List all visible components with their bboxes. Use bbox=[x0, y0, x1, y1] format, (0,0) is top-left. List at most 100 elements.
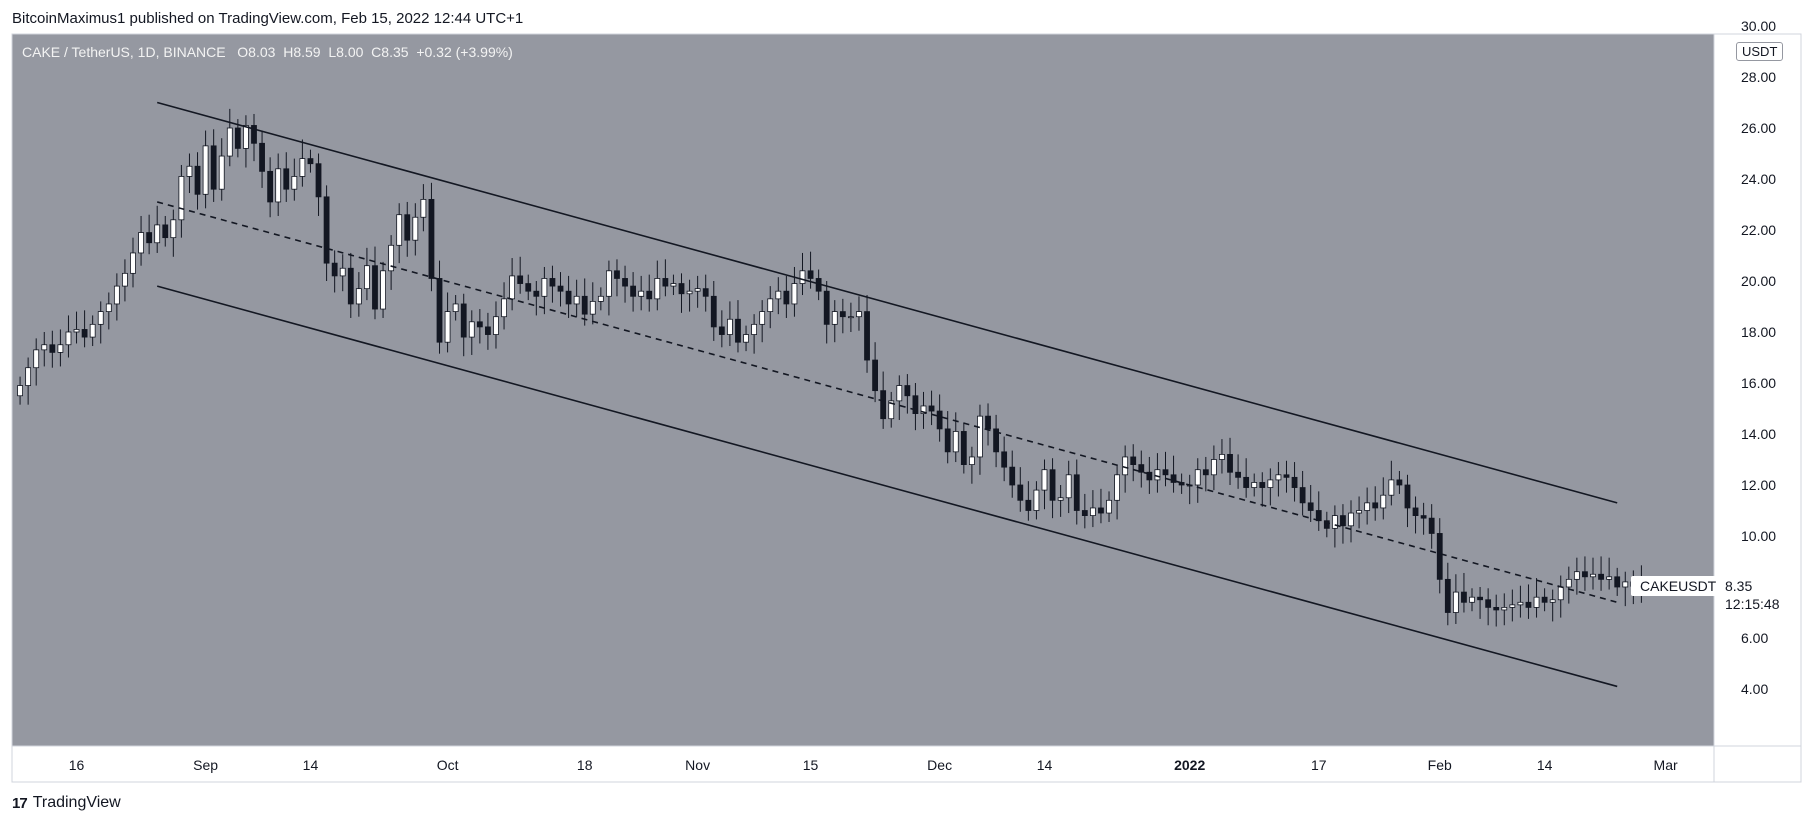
candle-down bbox=[1098, 507, 1104, 514]
candle-up bbox=[896, 385, 903, 402]
candle-down bbox=[347, 267, 354, 305]
candle bbox=[1114, 464, 1120, 520]
candle-up bbox=[1364, 502, 1371, 511]
candle-down bbox=[960, 431, 967, 466]
candle-down bbox=[1025, 499, 1032, 511]
candle-down bbox=[1428, 517, 1435, 534]
candle bbox=[1202, 456, 1209, 492]
candle bbox=[839, 298, 846, 334]
candle bbox=[1428, 504, 1435, 549]
candle bbox=[735, 300, 741, 353]
time-tick-label: 14 bbox=[303, 757, 319, 773]
candle bbox=[557, 272, 564, 307]
candle bbox=[630, 272, 637, 312]
candle-up bbox=[888, 400, 895, 420]
candle-up bbox=[654, 278, 661, 300]
candle bbox=[468, 310, 475, 355]
candle-down bbox=[622, 278, 628, 287]
candle-up bbox=[1590, 573, 1596, 578]
candle-up bbox=[468, 321, 475, 338]
candle bbox=[775, 277, 782, 315]
publisher-attribution: BitcoinMaximus1 published on TradingView… bbox=[12, 10, 524, 27]
candle bbox=[1436, 518, 1443, 594]
candle bbox=[1033, 481, 1040, 520]
candle-down bbox=[259, 142, 265, 172]
candle bbox=[404, 201, 411, 257]
candle bbox=[517, 256, 524, 294]
tradingview-footer[interactable]: 17 TradingView bbox=[12, 794, 121, 812]
candle-up bbox=[1388, 479, 1395, 496]
candle-up bbox=[97, 311, 104, 325]
candle-up bbox=[751, 323, 758, 335]
candle-up bbox=[1331, 515, 1338, 529]
candle bbox=[597, 287, 604, 311]
candle-up bbox=[509, 275, 516, 300]
candle bbox=[1227, 437, 1233, 485]
time-axis[interactable] bbox=[12, 746, 1801, 782]
candle-up bbox=[218, 155, 225, 190]
candle-down bbox=[49, 344, 56, 353]
candle bbox=[460, 293, 467, 357]
price-chart[interactable]: 4.00 6.00 10.00 12.00 14.00 16.00 18.00 20.00 22… bbox=[0, 0, 1813, 790]
candle bbox=[259, 130, 265, 188]
channel-upper-line[interactable] bbox=[156, 101, 1618, 504]
plot-area[interactable] bbox=[12, 34, 1714, 746]
candle bbox=[162, 215, 169, 247]
candle-up bbox=[977, 415, 983, 458]
candle-up bbox=[122, 272, 128, 287]
candle-down bbox=[315, 163, 322, 198]
candle bbox=[1541, 588, 1548, 612]
candle bbox=[1081, 493, 1088, 529]
candle-down bbox=[823, 290, 830, 325]
close-label: C bbox=[371, 44, 382, 60]
candle-down bbox=[1017, 484, 1024, 501]
time-tick-label: 14 bbox=[1537, 757, 1553, 773]
price-axis[interactable] bbox=[1714, 34, 1801, 746]
candle-up bbox=[1573, 571, 1580, 580]
candle-down bbox=[194, 165, 201, 195]
candle-up bbox=[638, 290, 645, 297]
candle-up bbox=[1533, 596, 1540, 608]
candle-up bbox=[396, 214, 403, 246]
candle-down bbox=[614, 270, 620, 279]
candle-down bbox=[1291, 476, 1298, 488]
candle bbox=[1517, 585, 1524, 618]
candle-down bbox=[630, 285, 637, 297]
candle bbox=[299, 139, 306, 187]
candle bbox=[1178, 473, 1185, 494]
candle-up bbox=[299, 158, 306, 177]
price-tick-label: 10.00 bbox=[1741, 528, 1776, 544]
candle bbox=[1582, 556, 1588, 591]
candle-down bbox=[146, 232, 153, 244]
channel-lower-line[interactable] bbox=[156, 285, 1618, 688]
candle bbox=[1307, 485, 1314, 522]
candle bbox=[1089, 490, 1096, 528]
candle bbox=[936, 394, 943, 442]
currency-unit-button[interactable]: USDT bbox=[1736, 42, 1784, 61]
change-value: +0.32 (+3.99%) bbox=[416, 44, 513, 60]
candle-up bbox=[1122, 456, 1129, 476]
candle-down bbox=[1049, 469, 1056, 501]
candle bbox=[33, 338, 40, 386]
candle-down bbox=[944, 428, 951, 453]
candle bbox=[25, 357, 32, 405]
candle bbox=[275, 153, 282, 216]
candle bbox=[912, 383, 919, 431]
candle bbox=[710, 281, 717, 341]
candle bbox=[928, 390, 935, 426]
symbol-title[interactable]: CAKE / TetherUS, 1D, BINANCE bbox=[22, 44, 226, 60]
candle-up bbox=[1057, 497, 1064, 501]
candle-up bbox=[57, 344, 64, 353]
candle bbox=[1275, 462, 1282, 497]
time-tick-label: Feb bbox=[1428, 757, 1452, 773]
candle bbox=[1493, 594, 1500, 627]
price-ticks: 4.00 6.00 10.00 12.00 14.00 16.00 18.00 20.00 22… bbox=[1741, 18, 1776, 697]
candle-up bbox=[1194, 469, 1201, 486]
candle bbox=[154, 205, 161, 253]
candle-down bbox=[1009, 466, 1016, 486]
candle bbox=[1106, 491, 1112, 522]
candle-up bbox=[65, 331, 72, 346]
open-value: 8.03 bbox=[248, 44, 276, 60]
candle bbox=[1348, 500, 1354, 543]
candle bbox=[452, 295, 459, 321]
